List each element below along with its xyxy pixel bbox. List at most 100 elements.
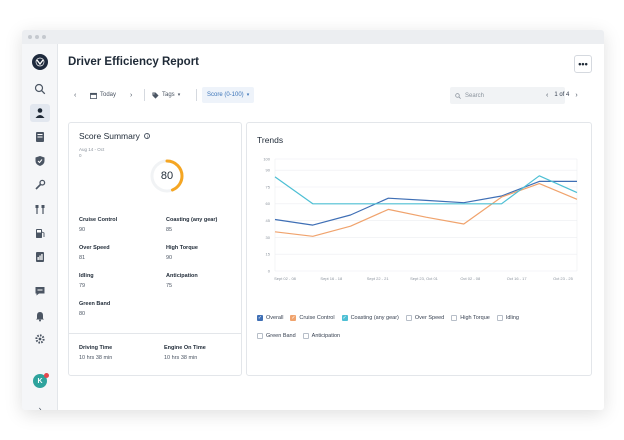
legend-item-over-speed[interactable]: Over Speed [405,315,444,321]
route-icon[interactable] [33,202,47,216]
gear-icon[interactable] [33,332,47,346]
date-next-button[interactable]: › [130,87,132,103]
tags-dropdown[interactable]: Tags ▾ [152,87,180,103]
more-options-button[interactable]: ••• [574,55,592,73]
score-dropdown[interactable]: Score (0-100) ▾ [202,87,255,103]
engine-on-time-label: Engine On Time [164,345,206,351]
message-icon[interactable] [33,284,47,298]
date-prev-button[interactable]: ‹ [74,87,76,103]
tags-label: Tags [162,92,175,98]
page-next-button[interactable]: › [575,91,578,99]
sidebar-expand: › [38,404,42,410]
driver-icon[interactable] [30,104,50,122]
legend-label: Overall [266,315,284,321]
search-icon [455,92,461,99]
legend-item-overall[interactable]: ✓ Overall [257,315,283,321]
toolbar-divider [196,89,197,101]
legend-label: Anticipation [311,333,341,339]
overall-score-ring [150,159,184,193]
calendar-icon [90,92,97,99]
shield-icon[interactable] [33,154,47,168]
trends-chart: 0 15 30 45 60 75 90 100 Sept 02 - 08 Sept 16 - 18… [263,156,578,281]
caret-down-icon: ▾ [177,92,181,98]
tag-icon [152,91,159,99]
legend-checkbox[interactable]: ✓ [341,314,348,321]
window-dot[interactable] [42,35,46,39]
y-tick-label: 90 [266,168,271,173]
metric-label-high-torque: High Torque [166,245,198,251]
score-summary-title: Score Summary i [79,131,151,141]
metric-value-coasting: 85 [166,227,173,233]
legend-checkbox[interactable] [451,315,458,321]
y-tick-label: 30 [266,235,271,240]
toolbar: ‹ Today › Tags ▾ Score (0-100) ▾ [72,87,596,103]
legend-checkbox[interactable] [302,333,309,339]
legend-item-green-band[interactable]: Green Band [257,333,296,339]
date-picker[interactable]: Today [90,87,116,103]
trends-title: Trends [257,135,284,145]
chevron-right-icon[interactable]: › [33,402,47,410]
overall-score-value: 80 [160,170,174,182]
legend-item-anticipation[interactable]: Anticipation [302,333,341,339]
legend-label: High Torque [460,315,490,321]
legend-item-high-torque[interactable]: High Torque [451,315,490,321]
y-tick-label: 45 [266,218,271,223]
bell-icon[interactable] [33,309,47,323]
legend-checkbox[interactable]: ✓ [290,314,297,321]
search-placeholder: Search [465,92,485,99]
metric-label-over-speed: Over Speed [79,245,110,251]
trends-card: Trends 0 15 30 45 60 75 90 100 Sept 02 - 08 Sept … [246,122,592,376]
window-dot[interactable] [35,35,39,39]
score-date-sub: 0 [79,153,82,158]
card-divider [69,333,241,334]
metric-value-green-band: 80 [79,311,86,317]
main-content: Driver Efficiency Report ••• ‹ Today › T… [58,44,604,410]
avatar[interactable]: K [33,373,49,388]
fuel-icon[interactable] [33,226,47,240]
x-tick-label: Oct 16 - 17 [507,276,528,281]
info-icon[interactable]: i [144,133,151,139]
page-prev-button[interactable]: ‹ [546,91,549,99]
legend-checkbox[interactable] [496,315,503,321]
legend-checkbox[interactable]: ✓ [257,314,263,321]
driving-time-label: Driving Time [79,345,113,351]
x-tick-label: Sept 22 - 21 [367,276,390,281]
search-icon[interactable] [33,82,47,96]
score-arc [150,159,184,193]
y-tick-label: 75 [266,184,271,189]
app-logo[interactable] [32,54,48,70]
notification-dot [44,373,49,378]
legend-label: Green Band [266,333,296,339]
legend-checkbox[interactable] [257,333,263,339]
x-tick-label: Sept 02 - 08 [274,276,297,281]
legend-label: Cruise Control [299,315,335,321]
wrench-icon[interactable] [33,178,47,192]
x-tick-label: Sept 16 - 18 [320,276,343,281]
window-dot[interactable] [28,35,32,39]
chevron-left-icon: ‹ [74,91,77,99]
series-line [274,180,577,226]
window-titlebar [22,30,604,44]
caret-down-icon: ▾ [246,92,250,98]
document-icon[interactable] [33,130,47,144]
y-tick-label: 0 [268,268,271,273]
legend-label: Coasting (any gear) [350,315,399,321]
score-summary-card: Score Summary i Aug 14 - Oct 0 80 Cruise… [68,122,242,376]
app-window: K › Driver Efficiency Report ••• ‹ Today… [22,30,604,410]
page-title: Driver Efficiency Report [68,56,200,68]
search-input[interactable]: Search [450,87,565,104]
series-line [274,175,578,205]
metric-value-high-torque: 90 [166,255,173,261]
report-icon[interactable] [33,250,47,264]
y-tick-label: 60 [266,201,271,206]
legend-item-idling[interactable]: Idling [496,315,519,321]
trends-legend-row-2: Green Band Anticipation [257,333,347,339]
metric-value-anticipation: 75 [166,283,173,289]
y-tick-label: 100 [263,156,270,161]
legend-item-coasting[interactable]: ✓ Coasting (any gear) [341,314,399,321]
legend-item-cruise-control[interactable]: ✓ Cruise Control [290,314,335,321]
legend-checkbox[interactable] [405,315,412,321]
legend-label: Idling [505,315,519,321]
chevron-right-icon: › [130,91,133,99]
metric-value-cruise-control: 90 [79,227,86,233]
